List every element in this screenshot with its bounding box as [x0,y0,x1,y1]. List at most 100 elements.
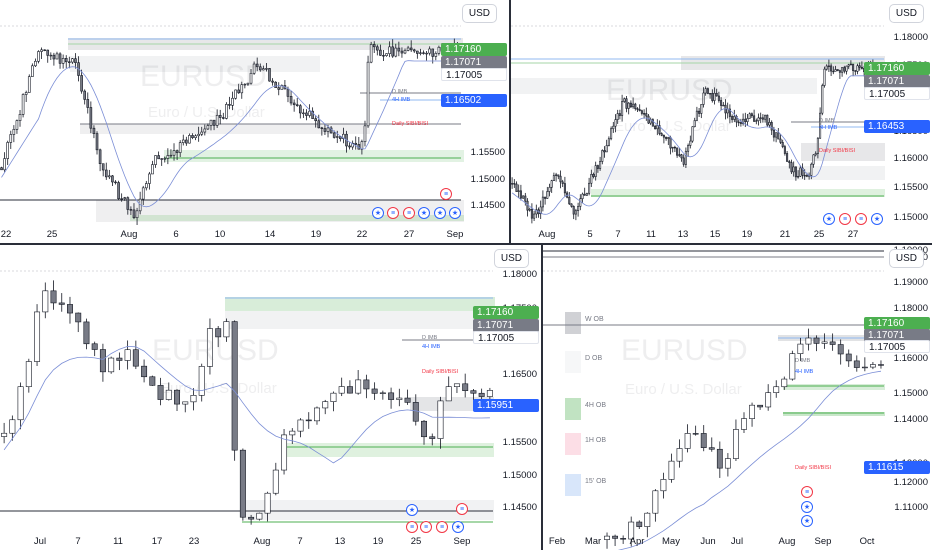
candle-body [375,46,379,51]
eu-flag-icon[interactable]: ★ [871,213,883,225]
candle-body [355,379,362,394]
panel-divider-vertical-bottom[interactable] [541,245,543,550]
price-label-white: 1.17005 [864,340,930,353]
candle-body [644,512,651,527]
chart-canvas[interactable] [511,0,932,243]
x-tick-label: Sep [814,536,832,547]
legend-swatch [565,351,581,373]
x-tick-label: Sep [446,229,464,240]
moving-average-line [3,345,490,464]
candle-body [404,397,411,403]
candle-body [281,434,288,471]
price-label-green: 1.17160 [864,62,930,75]
currency-button[interactable]: USD [888,4,924,23]
eu-flag-icon[interactable]: ★ [801,501,813,513]
us-flag-icon[interactable]: ≡ [406,521,418,533]
candle-body [781,378,788,388]
candle-body [741,418,747,430]
us-flag-icon[interactable]: ≡ [801,486,813,498]
tag-daily-sibi: Daily SIBI/BISI [819,148,856,154]
candle-body [733,429,739,459]
candle-body [757,404,764,408]
candle-body [190,395,197,403]
candle-body [546,191,549,199]
candle-body [711,92,714,101]
eu-flag-icon[interactable]: ★ [823,213,835,225]
candle-body [643,113,646,115]
candle-body [770,122,773,131]
candle-body [329,127,333,134]
y-tick-label: 1.18000 [893,32,928,43]
eu-flag-icon[interactable]: ★ [801,515,813,527]
candle-body [823,68,826,86]
eu-flag-icon[interactable]: ★ [372,207,384,219]
eu-flag-icon[interactable]: ★ [434,207,446,219]
x-tick-label: Sep [453,536,471,547]
candle-body [704,88,707,94]
candle-body [803,174,806,177]
candle-body [772,129,775,138]
chart-canvas[interactable] [543,245,932,550]
candle-body [854,70,857,72]
currency-button[interactable]: USD [461,4,497,23]
candle-body [519,190,522,199]
candle-body [416,50,419,54]
candle-body [676,448,683,462]
chart-panel-1h[interactable]: EURUSD Euro / U.S. Dollar D IMB 4H IMB Daily… [511,0,932,243]
panel-divider-vertical-top[interactable] [509,0,511,243]
candle-body [794,166,797,178]
us-flag-icon[interactable]: ≡ [436,521,448,533]
candle-body [612,125,615,130]
eu-flag-icon[interactable]: ★ [449,207,461,219]
candle-body [668,460,675,480]
order-block-zone [80,124,370,134]
order-block-zone [783,384,885,390]
candle-body [673,146,676,149]
currency-button[interactable]: USD [888,249,924,268]
candle-body [409,47,413,51]
candle-body [165,389,172,400]
eu-flag-icon[interactable]: ★ [452,521,464,533]
candle-body [49,54,53,57]
x-tick-label: 21 [779,229,791,240]
x-tick-label: 13 [334,536,346,547]
candle-body [348,145,351,148]
candle-body [272,469,279,494]
candle-body [24,92,28,95]
candle-body [585,192,588,196]
candle-body [757,117,760,121]
chart-panel-weekly[interactable]: EURUSD Euro / U.S. Dollar D IMB 4H IMB Daily… [543,245,932,550]
x-tick-label: Aug [778,536,796,547]
candle-body [610,128,613,140]
us-flag-icon[interactable]: ≡ [839,213,851,225]
us-flag-icon[interactable]: ≡ [403,207,415,219]
chart-panel-daily[interactable]: EURUSD Euro / U.S. Dollar D IMB 4H IMB Daily… [0,245,541,550]
candle-body [620,538,627,540]
chart-canvas[interactable] [0,0,509,243]
chart-panel-4h[interactable]: EURUSD Euro / U.S. Dollar D IMB 4H IMB Daily… [0,0,509,243]
price-label-blue: 1.11615 [864,461,930,474]
us-flag-icon[interactable]: ≡ [440,188,452,200]
candle-body [678,154,681,156]
eu-flag-icon[interactable]: ★ [418,207,430,219]
candle-body [120,198,123,200]
candle-body [827,65,830,67]
us-flag-icon[interactable]: ≡ [855,213,867,225]
candle-body [182,401,189,405]
candle-body [669,137,672,149]
y-tick-label: 1.15000 [502,470,537,481]
us-flag-icon[interactable]: ≡ [420,521,432,533]
panel-divider-horizontal[interactable] [0,243,932,245]
eu-flag-icon[interactable]: ★ [406,504,418,516]
y-tick-label: 1.16000 [893,153,928,164]
candle-body [695,110,698,121]
candle-body [528,208,531,211]
us-flag-icon[interactable]: ≡ [456,503,468,515]
candle-body [388,46,391,54]
candle-body [522,195,525,199]
currency-button[interactable]: USD [493,249,529,268]
us-flag-icon[interactable]: ≡ [387,207,399,219]
candle-body [332,132,336,138]
tag-daily-sibi: Daily SIBI/BISI [795,465,832,471]
candle-body [52,54,56,60]
